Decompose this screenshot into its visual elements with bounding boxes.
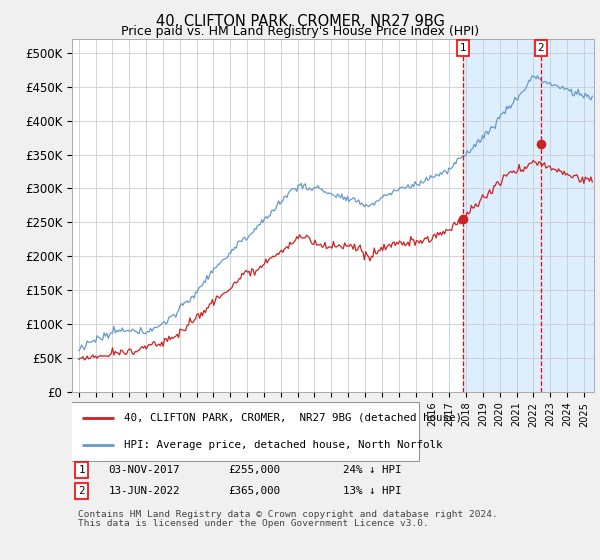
Text: 13% ↓ HPI: 13% ↓ HPI [343, 486, 402, 496]
Text: 40, CLIFTON PARK, CROMER,  NR27 9BG (detached house): 40, CLIFTON PARK, CROMER, NR27 9BG (deta… [124, 413, 462, 423]
Text: HPI: Average price, detached house, North Norfolk: HPI: Average price, detached house, Nort… [124, 440, 443, 450]
FancyBboxPatch shape [70, 402, 419, 461]
Text: 03-NOV-2017: 03-NOV-2017 [109, 465, 180, 475]
Text: Contains HM Land Registry data © Crown copyright and database right 2024.: Contains HM Land Registry data © Crown c… [78, 510, 498, 519]
Text: £365,000: £365,000 [229, 486, 281, 496]
Text: 40, CLIFTON PARK, CROMER, NR27 9BG: 40, CLIFTON PARK, CROMER, NR27 9BG [155, 14, 445, 29]
Text: Price paid vs. HM Land Registry's House Price Index (HPI): Price paid vs. HM Land Registry's House … [121, 25, 479, 38]
Text: 1: 1 [460, 43, 467, 53]
Text: 2: 2 [78, 486, 85, 496]
Text: This data is licensed under the Open Government Licence v3.0.: This data is licensed under the Open Gov… [78, 519, 429, 528]
Bar [463, 39, 596, 392]
Text: 2: 2 [538, 43, 544, 53]
Text: 24% ↓ HPI: 24% ↓ HPI [343, 465, 402, 475]
Text: 1: 1 [78, 465, 85, 475]
Text: 13-JUN-2022: 13-JUN-2022 [109, 486, 180, 496]
Text: £255,000: £255,000 [229, 465, 281, 475]
